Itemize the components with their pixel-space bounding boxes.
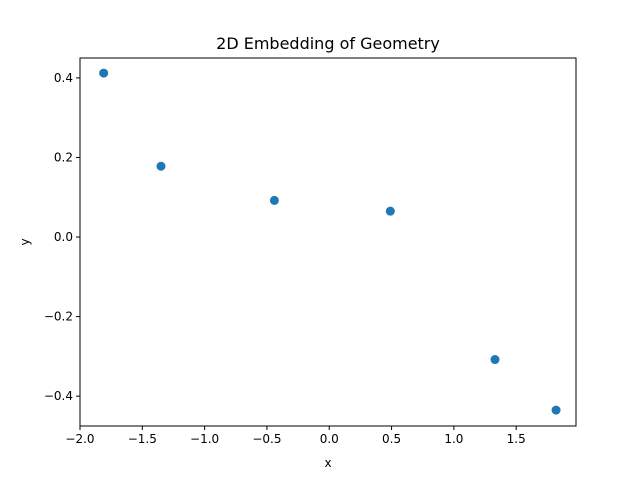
y-tick-label: 0.4 bbox=[54, 71, 73, 85]
x-tick-label: 1.0 bbox=[444, 432, 463, 446]
y-axis-label: y bbox=[18, 238, 32, 245]
data-point bbox=[156, 161, 166, 171]
data-point bbox=[269, 195, 279, 205]
x-tick-label: −2.0 bbox=[65, 432, 94, 446]
x-tick-label: −1.5 bbox=[128, 432, 157, 446]
plot-frame bbox=[79, 57, 577, 427]
data-point bbox=[385, 206, 395, 216]
y-tick-label: 0.0 bbox=[54, 230, 73, 244]
x-axis-label: x bbox=[324, 456, 331, 470]
y-tick-label: −0.4 bbox=[44, 389, 73, 403]
plot-area: −2.0 −1.5 −1.0 −0.5 0.0 0.5 1.0 1.5 0.4 0.2 0.0 −0.… bbox=[44, 57, 577, 446]
x-tick-label: −1.0 bbox=[190, 432, 219, 446]
x-tick-label: −0.5 bbox=[252, 432, 281, 446]
y-tick-label: 0.2 bbox=[54, 150, 73, 164]
data-point bbox=[551, 405, 561, 415]
x-tick-label: 0.5 bbox=[382, 432, 401, 446]
data-point bbox=[99, 68, 109, 78]
x-tick-label: 0.0 bbox=[320, 432, 339, 446]
chart-title: 2D Embedding of Geometry bbox=[216, 34, 440, 53]
data-point bbox=[490, 355, 500, 365]
x-tick-label: 1.5 bbox=[507, 432, 526, 446]
y-tick-label: −0.2 bbox=[44, 310, 73, 324]
